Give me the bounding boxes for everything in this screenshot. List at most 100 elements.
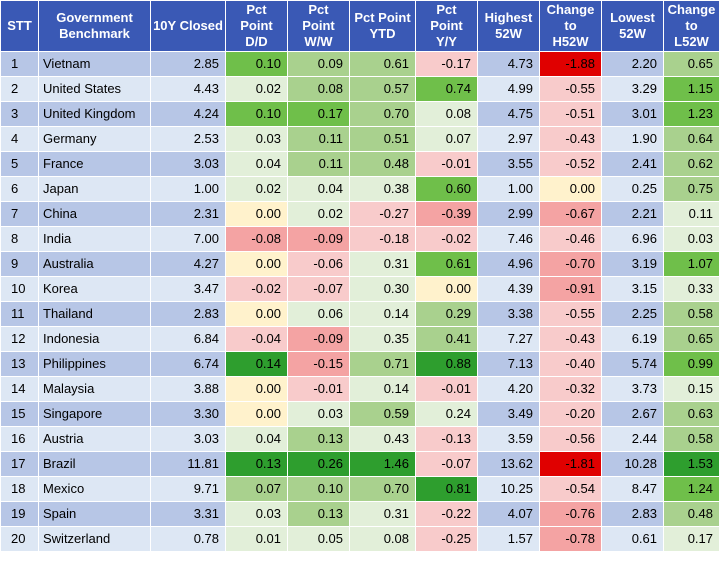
table-row[interactable]: 16 Austria 3.03 0.04 0.13 0.43 -0.13 3.59 -0.56 2… xyxy=(0,426,720,452)
chg-h52-value: -0.32 xyxy=(539,376,602,402)
col-ww-header[interactable]: Pct Point W/W xyxy=(287,0,350,52)
col-dd-header[interactable]: Pct Point D/D xyxy=(225,0,288,52)
chg-h52-value: -0.70 xyxy=(539,251,602,277)
header-row: STT Government Benchmark 10Y Closed Pct Point… xyxy=(0,0,720,52)
yy-value: -0.39 xyxy=(415,201,478,227)
yy-value: -0.01 xyxy=(415,151,478,177)
closed-value: 3.88 xyxy=(150,376,226,402)
table-row[interactable]: 9 Australia 4.27 0.00 -0.06 0.31 0.61 4.96 -0.70… xyxy=(0,251,720,277)
dd-value: 0.00 xyxy=(225,401,288,427)
high52-value: 1.00 xyxy=(477,176,540,202)
chg-l52-value: 1.24 xyxy=(663,476,720,502)
ww-value: -0.09 xyxy=(287,226,350,252)
high52-value: 4.07 xyxy=(477,501,540,527)
chg-l52-value: 0.99 xyxy=(663,351,720,377)
table-row[interactable]: 6 Japan 1.00 0.02 0.04 0.38 0.60 1.00 0.00 0.25 0.… xyxy=(0,176,720,202)
table-row[interactable]: 15 Singapore 3.30 0.00 0.03 0.59 0.24 3.49 -0.20… xyxy=(0,401,720,427)
col-chg-h52-header[interactable]: Change to H52W xyxy=(539,0,602,52)
table-row[interactable]: 8 India 7.00 -0.08 -0.09 -0.18 -0.02 7.46 -0.46 6… xyxy=(0,226,720,252)
table-row[interactable]: 11 Thailand 2.83 0.00 0.06 0.14 0.29 3.38 -0.55 2… xyxy=(0,301,720,327)
col-chg-l52-header[interactable]: Change to L52W xyxy=(663,0,720,52)
dd-value: 0.00 xyxy=(225,301,288,327)
header-text: Y/Y xyxy=(436,34,457,49)
high52-value: 1.57 xyxy=(477,526,540,552)
table-row[interactable]: 13 Philippines 6.74 0.14 -0.15 0.71 0.88 7.13 -0… xyxy=(0,351,720,377)
table-row[interactable]: 14 Malaysia 3.88 0.00 -0.01 0.14 -0.01 4.20 -0.3… xyxy=(0,376,720,402)
table-row[interactable]: 20 Switzerland 0.78 0.01 0.05 0.08 -0.25 1.57 -0… xyxy=(0,526,720,552)
table-row[interactable]: 7 China 2.31 0.00 0.02 -0.27 -0.39 2.99 -0.67 2.2… xyxy=(0,201,720,227)
high52-value: 4.75 xyxy=(477,101,540,127)
dd-value: 0.10 xyxy=(225,51,288,77)
low52-value: 2.41 xyxy=(601,151,664,177)
high52-value: 4.73 xyxy=(477,51,540,77)
high52-value: 4.20 xyxy=(477,376,540,402)
ytd-value: 0.59 xyxy=(349,401,416,427)
header-text: Point xyxy=(302,18,335,33)
table-row[interactable]: 4 Germany 2.53 0.03 0.11 0.51 0.07 2.97 -0.43 1.9… xyxy=(0,126,720,152)
dd-value: 0.07 xyxy=(225,476,288,502)
col-stt-header[interactable]: STT xyxy=(0,0,39,52)
table-row[interactable]: 5 France 3.03 0.04 0.11 0.48 -0.01 3.55 -0.52 2.4… xyxy=(0,151,720,177)
header-text: STT xyxy=(7,18,32,33)
col-high52-header[interactable]: Highest 52W xyxy=(477,0,540,52)
table-row[interactable]: 17 Brazil 11.81 0.13 0.26 1.46 -0.07 13.62 -1.81… xyxy=(0,451,720,477)
ww-value: 0.09 xyxy=(287,51,350,77)
table-row[interactable]: 12 Indonesia 6.84 -0.04 -0.09 0.35 0.41 7.27 -0.… xyxy=(0,326,720,352)
col-closed-header[interactable]: 10Y Closed xyxy=(150,0,226,52)
chg-l52-value: 1.23 xyxy=(663,101,720,127)
chg-h52-value: -1.81 xyxy=(539,451,602,477)
stt-cell: 15 xyxy=(0,401,39,427)
table-row[interactable]: 10 Korea 3.47 -0.02 -0.07 0.30 0.00 4.39 -0.91 3.… xyxy=(0,276,720,302)
chg-h52-value: -0.43 xyxy=(539,126,602,152)
chg-l52-value: 0.33 xyxy=(663,276,720,302)
ytd-value: 0.57 xyxy=(349,76,416,102)
stt-cell: 13 xyxy=(0,351,39,377)
header-text: D/D xyxy=(245,34,268,49)
col-benchmark-header[interactable]: Government Benchmark xyxy=(38,0,151,52)
ww-value: 0.03 xyxy=(287,401,350,427)
header-text: to xyxy=(564,18,577,33)
chg-l52-value: 0.63 xyxy=(663,401,720,427)
ytd-value: 0.38 xyxy=(349,176,416,202)
ytd-value: 0.08 xyxy=(349,526,416,552)
table-row[interactable]: 1 Vietnam 2.85 0.10 0.09 0.61 -0.17 4.73 -1.88 2.… xyxy=(0,51,720,77)
closed-value: 7.00 xyxy=(150,226,226,252)
bond-yield-table: STT Government Benchmark 10Y Closed Pct Point… xyxy=(0,0,720,552)
col-low52-header[interactable]: Lowest 52W xyxy=(601,0,664,52)
table-row[interactable]: 3 United Kingdom 4.24 0.10 0.17 0.70 0.08 4.75-… xyxy=(0,101,720,127)
ww-value: 0.11 xyxy=(287,151,350,177)
benchmark-name: Indonesia xyxy=(38,326,151,352)
header-text: H52W xyxy=(552,34,589,49)
stt-cell: 17 xyxy=(0,451,39,477)
dd-value: -0.04 xyxy=(225,326,288,352)
benchmark-name: Australia xyxy=(38,251,151,277)
yy-value: -0.17 xyxy=(415,51,478,77)
col-yy-header[interactable]: Pct Point Y/Y xyxy=(415,0,478,52)
yy-value: 0.88 xyxy=(415,351,478,377)
table-row[interactable]: 18 Mexico 9.71 0.07 0.10 0.70 0.81 10.25 -0.54 8.… xyxy=(0,476,720,502)
header-text: Change xyxy=(546,2,595,17)
header-text: 10Y Closed xyxy=(153,18,223,33)
stt-cell: 8 xyxy=(0,226,39,252)
header-text: YTD xyxy=(369,26,396,41)
stt-cell: 5 xyxy=(0,151,39,177)
ww-value: 0.02 xyxy=(287,201,350,227)
benchmark-name: United Kingdom xyxy=(38,101,151,127)
ytd-value: 0.31 xyxy=(349,501,416,527)
high52-value: 2.97 xyxy=(477,126,540,152)
table-header: STT Government Benchmark 10Y Closed Pct Point… xyxy=(0,0,720,52)
ww-value: 0.05 xyxy=(287,526,350,552)
chg-h52-value: -0.55 xyxy=(539,301,602,327)
dd-value: 0.10 xyxy=(225,101,288,127)
benchmark-name: China xyxy=(38,201,151,227)
closed-value: 2.31 xyxy=(150,201,226,227)
ww-value: -0.15 xyxy=(287,351,350,377)
header-text: 52W xyxy=(495,26,522,41)
chg-l52-value: 1.07 xyxy=(663,251,720,277)
col-ytd-header[interactable]: Pct Point YTD xyxy=(349,0,416,52)
ww-value: 0.04 xyxy=(287,176,350,202)
table-row[interactable]: 19 Spain 3.31 0.03 0.13 0.31 -0.22 4.07 -0.76 2.8… xyxy=(0,501,720,527)
chg-l52-value: 0.64 xyxy=(663,126,720,152)
table-row[interactable]: 2 United States 4.43 0.02 0.08 0.57 0.74 4.99 -0… xyxy=(0,76,720,102)
high52-value: 4.99 xyxy=(477,76,540,102)
